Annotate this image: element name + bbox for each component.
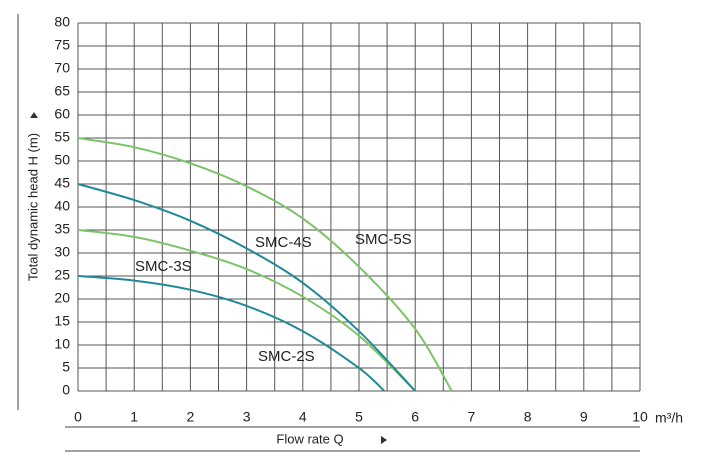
curve: [77, 275, 385, 392]
curve-label: SMC-3S: [135, 258, 192, 275]
y-tick-label: 50: [54, 152, 70, 168]
x-tick-label: 5: [355, 409, 363, 425]
curve: [77, 229, 416, 392]
x-tick-label: 6: [411, 409, 419, 425]
curve-label: SMC-5S: [355, 231, 412, 248]
y-tick-label: 25: [54, 267, 70, 283]
x-tick-label: 1: [130, 409, 138, 425]
x-tick-label: 2: [187, 409, 195, 425]
y-tick-label: 80: [54, 14, 70, 30]
curve-label: SMC-4S: [255, 234, 312, 251]
y-tick-label: 65: [54, 83, 70, 99]
y-tick-label: 15: [54, 313, 70, 329]
y-tick-label: 70: [54, 60, 70, 76]
y-tick-label: 20: [54, 290, 70, 306]
x-unit: m³/h: [655, 410, 683, 426]
x-tick-label: 9: [580, 409, 588, 425]
y-tick-label: 35: [54, 221, 70, 237]
y-arrow: [30, 112, 38, 118]
x-tick-label: 3: [243, 409, 251, 425]
y-tick-label: 75: [54, 37, 70, 53]
y-tick-label: 45: [54, 175, 70, 191]
curve: [77, 137, 453, 392]
x-tick-label: 8: [524, 409, 532, 425]
y-tick-label: 5: [62, 359, 70, 375]
y-tick-label: 30: [54, 244, 70, 260]
x-tick-label: 0: [74, 409, 82, 425]
y-tick-label: 10: [54, 336, 70, 352]
x-tick-label: 7: [468, 409, 476, 425]
y-tick-label: 55: [54, 129, 70, 145]
y-tick-label: 60: [54, 106, 70, 122]
curve: [77, 183, 416, 392]
y-tick-label: 40: [54, 198, 70, 214]
x-tick-label: 4: [299, 409, 307, 425]
y-tick-label: 0: [62, 382, 70, 398]
y-axis-label: Total dynamic head H (m): [25, 133, 40, 281]
x-arrow: [381, 436, 387, 444]
x-tick-label: 10: [632, 409, 648, 425]
curve-label: SMC-2S: [258, 348, 315, 365]
x-axis-label: Flow rate Q: [276, 431, 343, 446]
